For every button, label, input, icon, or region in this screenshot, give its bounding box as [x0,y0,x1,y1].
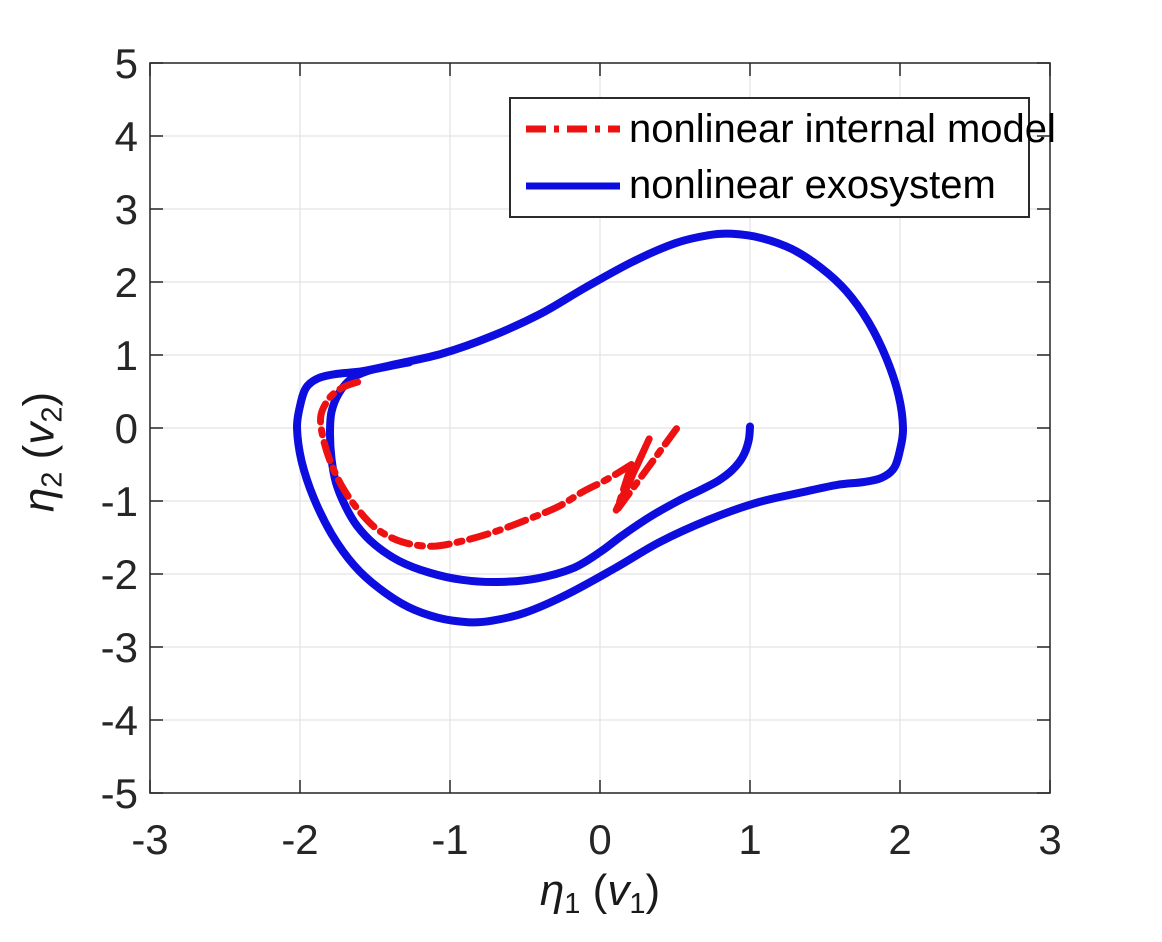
curve-nonlinear-internal-model-converging-arc [317,377,635,550]
x-tick-label: 2 [888,816,911,863]
curve-nonlinear-exosystem-limit-cycle [292,229,908,627]
y-tick-label: 1 [115,332,138,379]
y-tick-label: -1 [101,478,138,525]
y-tick-label: 3 [115,186,138,233]
y-tick-label: 5 [115,40,138,87]
x-tick-label: 1 [738,816,761,863]
curve-nonlinear-exosystem-transient-from-1-0- [326,358,754,587]
y-tick-label: -5 [101,770,138,817]
legend-entry-internal-model: nonlinear internal model [523,107,1056,152]
x-tick-label: -2 [281,816,318,863]
legend-line-dash-dot-icon [526,125,620,133]
x-axis-label: η1 (v1) [539,866,661,921]
legend-box: nonlinear internal model nonlinear exosy… [509,97,1056,218]
x-axis-label-symbol: η [539,866,565,915]
y-tick-label: -3 [101,624,138,671]
legend-label-internal-model: nonlinear internal model [629,106,1056,151]
y-tick-label: 4 [115,113,138,160]
x-tick-label: -3 [131,816,168,863]
y-tick-label: 2 [115,259,138,306]
y-tick-label: -2 [101,551,138,598]
x-tick-label: -1 [431,816,468,863]
x-tick-label: 3 [1038,816,1061,863]
y-axis-label-symbol: η [14,487,64,513]
legend-line-solid-icon [526,182,620,190]
y-tick-label: -4 [101,697,138,744]
legend-label-exosystem: nonlinear exosystem [629,163,996,208]
x-tick-label: 0 [588,816,611,863]
y-tick-label: 0 [115,405,138,452]
y-axis-label: η2 (v2) [14,391,69,513]
legend-entry-exosystem: nonlinear exosystem [523,163,1028,208]
curve-nonlinear-internal-model-initial-zigzag [611,425,680,517]
